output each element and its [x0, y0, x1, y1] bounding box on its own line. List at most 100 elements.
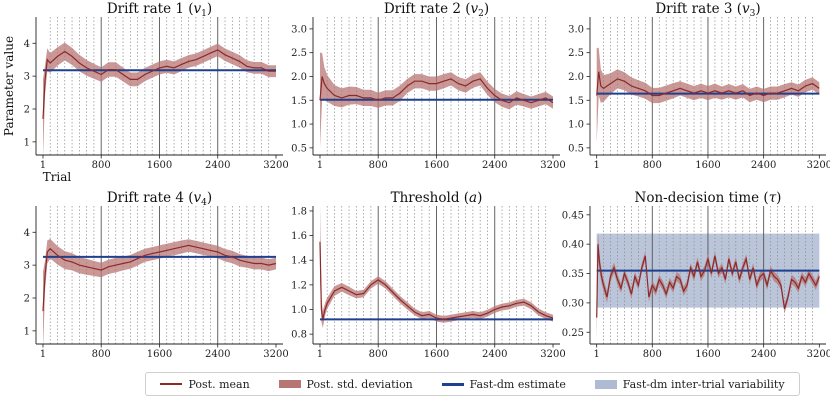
panel-title-symbol: v [194, 190, 202, 206]
y-tick-label: 1.4 [291, 256, 307, 267]
legend-label-sd: Post. std. deviation [306, 377, 413, 391]
x-tick-label: 800 [92, 349, 111, 360]
mean-line [42, 49, 276, 119]
panel-2: 1 800 1600 2400 3200 0.5 1.0 1.5 2.0 2.5 3.0 Drift … [291, 1, 566, 171]
legend-item-fastdm: Fast-dm estimate [441, 377, 566, 391]
mean-line [42, 244, 277, 312]
x-tick-label: 2400 [205, 349, 230, 360]
x-tick-label: 3200 [263, 349, 288, 360]
x-tick-label: 3200 [540, 160, 565, 171]
y-tick-label: 1.0 [291, 120, 307, 131]
panel-title-end: ) [477, 190, 482, 206]
y-tick-label: 3.0 [291, 24, 307, 35]
x-tick-label: 800 [643, 160, 662, 171]
y-tick-label: 1.5 [291, 96, 307, 107]
y-tick-label: 0.25 [562, 328, 584, 339]
panel-title-symbol: v [742, 1, 750, 17]
x-tick-label: 1 [40, 349, 46, 360]
legend-swatch-mean [160, 383, 183, 385]
panel-title: Drift rate 2 (v2) [384, 1, 489, 19]
x-tick-label: 800 [369, 160, 388, 171]
panel-title-text: Drift rate 2 ( [384, 1, 471, 17]
y-tick-label: 3 [24, 72, 30, 83]
panel-6: 1 800 1600 2400 3200 0.25 0.30 0.35 0.40 0.45 Non-… [562, 190, 830, 360]
panel-title-end: ) [484, 1, 489, 17]
y-tick-label: 2 [24, 105, 30, 116]
x-tick-label: 2400 [482, 160, 507, 171]
panel-title-text: Drift rate 1 ( [107, 1, 194, 17]
x-tick-label: 1 [317, 160, 323, 171]
panel-title-end: ) [207, 190, 212, 206]
mean-line [319, 241, 554, 321]
legend-swatch-sd [278, 380, 301, 388]
y-tick-label: 3.0 [568, 24, 584, 35]
y-tick-label: 0.40 [562, 240, 584, 251]
x-tick-label: 1600 [147, 349, 172, 360]
legend-label-fastdm: Fast-dm estimate [469, 377, 566, 391]
legend-swatch-variability [594, 379, 617, 389]
x-tick-label: 1600 [695, 160, 720, 171]
y-tick-label: 0.35 [562, 269, 584, 280]
y-tick-label: 1.8 [291, 206, 307, 217]
y-tick-label: 0.8 [291, 330, 307, 341]
x-axis-label: Trial [43, 170, 72, 184]
x-tick-label: 2400 [482, 349, 507, 360]
mean-line [319, 76, 554, 104]
panel-title-subscript: 1 [201, 9, 207, 19]
y-tick-label: 2.5 [291, 48, 307, 59]
x-tick-label: 2400 [205, 160, 230, 171]
y-tick-label: 2.0 [291, 72, 307, 83]
panel-title: Drift rate 3 (v3) [655, 1, 760, 19]
panel-title-text: Threshold ( [391, 190, 469, 206]
panel-title-symbol: a [469, 190, 477, 206]
panel-title: Non-decision time (τ) [635, 190, 782, 206]
x-tick-label: 800 [92, 160, 111, 171]
legend-item-mean: Post. mean [160, 378, 250, 391]
y-tick-label: 0.5 [291, 143, 307, 154]
x-tick-label: 1600 [147, 160, 172, 171]
x-tick-label: 3200 [807, 349, 830, 360]
x-tick-label: 1 [40, 160, 46, 171]
panel-title: Drift rate 1 (v1) [107, 1, 212, 19]
x-tick-label: 1600 [695, 349, 720, 360]
panel-title-end: ) [755, 1, 760, 17]
legend-item-variability: Fast-dm inter-trial variability [594, 377, 785, 391]
y-tick-label: 4 [24, 228, 30, 239]
y-tick-label: 1.0 [568, 120, 584, 131]
panel-title: Threshold (a) [391, 190, 483, 206]
x-tick-label: 1 [593, 349, 599, 360]
sd-band [43, 238, 276, 344]
y-tick-label: 1 [24, 326, 30, 337]
legend-label-variability: Fast-dm inter-trial variability [622, 377, 785, 391]
panel-title-symbol: v [194, 1, 202, 17]
x-tick-label: 1600 [424, 160, 449, 171]
x-tick-label: 800 [643, 349, 662, 360]
y-tick-label: 1.2 [291, 280, 307, 291]
panel-title-symbol: v [471, 1, 479, 17]
x-tick-label: 1600 [424, 349, 449, 360]
x-tick-label: 2400 [751, 349, 776, 360]
panel-3: 1 800 1600 2400 3200 0.5 1.0 1.5 2.0 2.5 3.0 Drift … [568, 1, 830, 171]
panel-title-subscript: 4 [201, 198, 207, 208]
panel-title-subscript: 3 [750, 9, 756, 19]
x-tick-label: 3200 [263, 160, 288, 171]
x-tick-label: 3200 [540, 349, 565, 360]
panel-title-text: Non-decision time ( [635, 190, 769, 206]
x-tick-label: 3200 [807, 160, 830, 171]
x-tick-label: 1 [317, 349, 323, 360]
panel-title: Drift rate 4 (v4) [107, 190, 212, 208]
mean-line [596, 244, 820, 318]
y-tick-label: 2.0 [568, 72, 584, 83]
legend: Post. mean Post. std. deviation Fast-dm … [145, 372, 800, 396]
mean-line [596, 71, 820, 97]
y-tick-label: 0.5 [568, 143, 584, 154]
sd-band [596, 47, 820, 144]
panel-title-symbol: τ [769, 190, 777, 206]
x-tick-label: 2400 [751, 160, 776, 171]
y-axis-label: Parameter value [2, 36, 16, 136]
panel-title-text: Drift rate 3 ( [655, 1, 742, 17]
panel-title-end: ) [207, 1, 212, 17]
legend-swatch-fastdm [441, 382, 464, 386]
panel-title-text: Drift rate 4 ( [107, 190, 194, 206]
